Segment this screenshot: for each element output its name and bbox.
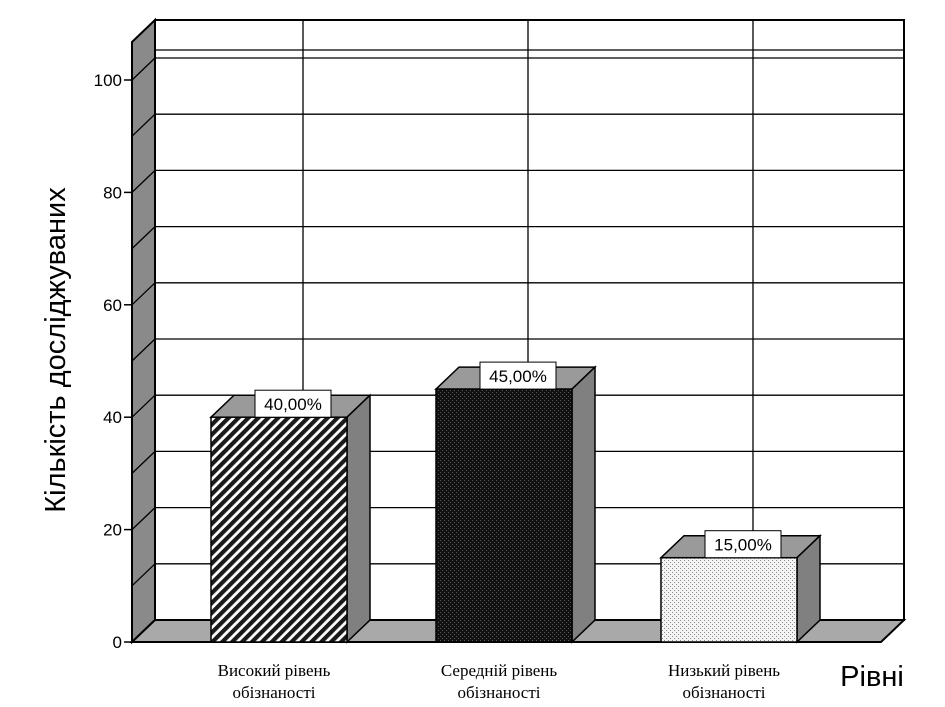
side-gridline [131,169,156,193]
y-axis-title: Кількість досліджуваних [40,187,72,513]
category-label: Низький рівень [668,661,780,680]
data-label: 40,00% [264,395,322,414]
x-axis-title: Рівні [840,661,904,693]
side-wall [131,17,156,645]
data-label: 45,00% [489,367,547,386]
side-gridline [131,282,156,306]
bar-2: 45,00% [434,361,597,644]
side-gridline [131,338,156,362]
bar-front [210,416,348,643]
side-gridline [131,507,156,531]
data-label-box [254,389,332,418]
side-gridline [131,450,156,474]
side-gridline [131,394,156,418]
bar-3: 15,00% [659,530,822,644]
x-axis: Високий рівень обізнаності Середній рівень… [218,661,781,702]
side-gridline [131,563,156,587]
category-label: Середній рівень [441,661,558,680]
category-label: обізнаності [233,683,316,702]
y-tick-label: 60 [103,296,122,315]
bar-front [435,388,573,643]
data-label-box [704,530,782,559]
y-tick-label: 100 [94,71,122,90]
bar-side [571,365,596,644]
bar-1: 40,00% [209,389,372,644]
data-label-box [479,361,557,390]
y-tick-label: 20 [103,521,122,540]
category-label: Високий рівень [218,661,331,680]
side-gridline [131,57,156,81]
bar-side [346,393,371,644]
y-tick-label: 0 [113,633,122,652]
y-axis: 0 20 40 60 80 100 [94,71,132,652]
category-label: обізнаності [683,683,766,702]
y-tick-label: 80 [103,183,122,202]
bar-front [660,556,798,643]
y-tick-label: 40 [103,408,122,427]
data-label: 15,00% [714,536,772,555]
side-gridline [131,226,156,250]
side-gridline [131,113,156,137]
category-label: обізнаності [458,683,541,702]
bars: 40,00% 45,00% 15,00% [209,361,822,644]
